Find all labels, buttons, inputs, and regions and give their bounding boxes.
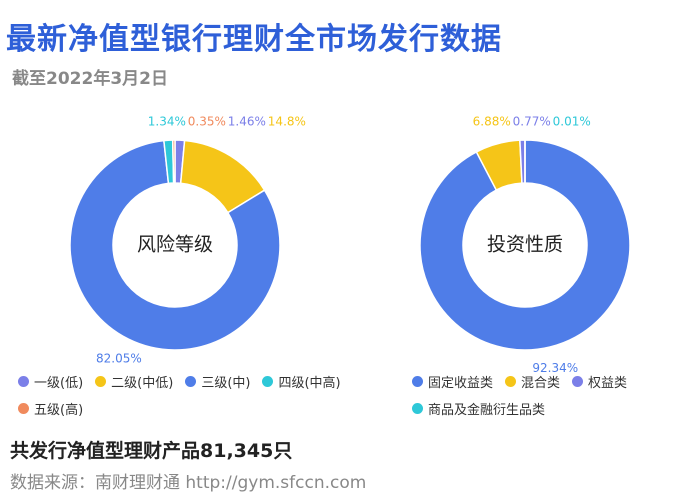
legend-swatch [18,376,29,387]
legend-swatch [572,376,584,387]
legend-label: 一级(低) [34,376,84,391]
data-label: 14.8% [268,115,306,129]
legend-item: 三级(中) [185,372,250,391]
legend-item: 权益类 [572,372,627,391]
donut-slice [171,139,176,184]
legend-swatch [95,376,107,387]
legend-item: 商品及金融衍生品类 [412,399,545,418]
legend-item: 一级(低) [18,372,83,391]
legend-label: 三级(中) [201,376,251,391]
legend-item: 混合类 [505,372,560,391]
legend-label: 固定收益类 [428,376,494,391]
legend-item: 固定收益类 [412,372,493,391]
legend: 固定收益类 混合类 权益类商品及金融衍生品类 [412,372,682,418]
legend-label: 混合类 [521,376,561,391]
legend-item: 五级(高) [18,399,83,418]
chart-center-label: 风险等级 [137,234,213,256]
page-title: 最新净值型银行理财全市场发行数据 [6,22,502,57]
legend-label: 二级(中低) [111,376,174,391]
data-label: 0.77% [513,115,551,129]
data-label: 0.35% [188,115,226,129]
chart-center-label: 投资性质 [487,234,563,256]
legend-swatch [412,403,423,414]
data-label: 1.34% [148,115,186,129]
legend-swatch [262,376,274,387]
data-label: 0.01% [553,115,591,129]
legend-item: 四级(中高) [262,372,341,391]
legend-item: 二级(中低) [95,372,173,391]
legend-swatch [18,403,29,414]
legend-swatch [185,376,197,387]
page-subtitle: 截至2022年3月2日 [12,69,168,89]
legend-swatch [505,376,517,387]
legend-label: 四级(中高) [278,376,341,391]
legend: 一级(低) 二级(中低) 三级(中) 四级(中高) 五级(高) [18,372,348,418]
legend-label: 五级(高) [34,403,84,418]
footer-source: 数据来源：南财理财通 http://gym.sfccn.com [10,473,367,493]
legend-swatch [412,376,423,387]
donut-slice [419,139,631,351]
donut-slice [69,139,281,351]
footer-note: 共发行净值型理财产品81,345只 [10,440,293,462]
data-label: 92.34% [532,361,578,375]
data-label: 1.46% [228,115,266,129]
data-label: 6.88% [473,115,511,129]
data-label: 82.05% [96,351,142,365]
legend-label: 商品及金融衍生品类 [428,403,546,418]
legend-label: 权益类 [588,376,628,391]
